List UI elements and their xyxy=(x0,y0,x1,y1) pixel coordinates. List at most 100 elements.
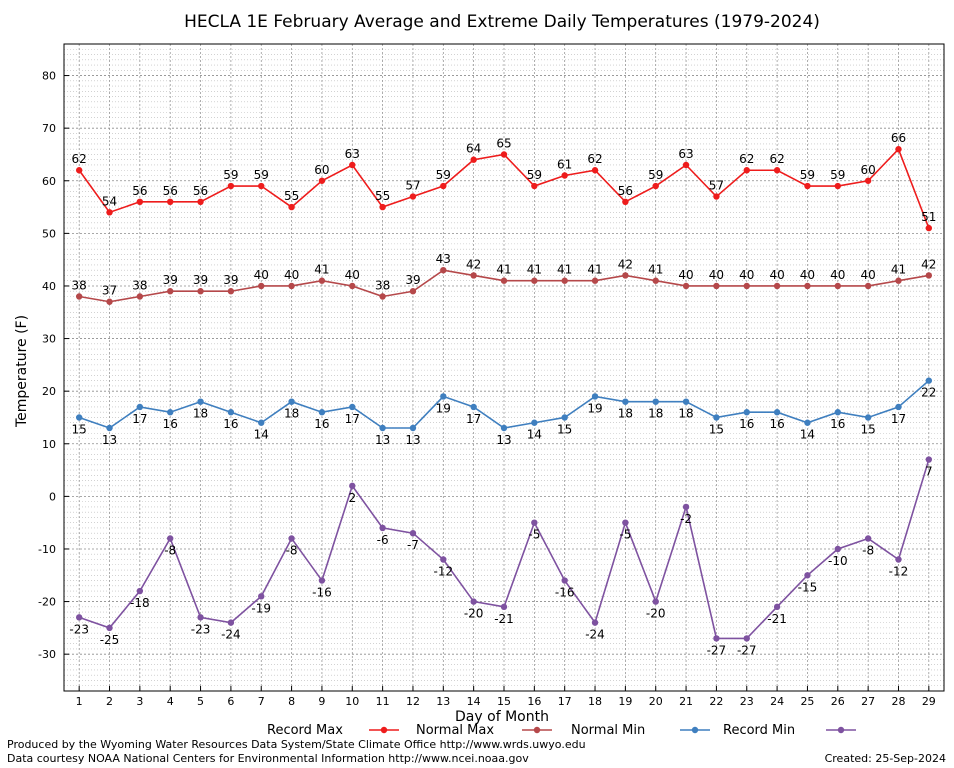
data-point xyxy=(75,614,83,621)
data-point xyxy=(318,409,326,416)
data-point xyxy=(713,282,720,290)
data-label: 41 xyxy=(557,263,572,277)
data-point xyxy=(652,398,659,405)
data-label: 51 xyxy=(921,210,936,224)
data-point xyxy=(773,603,781,611)
data-label: 19 xyxy=(587,401,602,415)
legend-label: Normal Min xyxy=(571,723,645,738)
data-point xyxy=(288,535,295,542)
x-tick-label: 26 xyxy=(831,695,845,708)
data-point xyxy=(258,593,265,600)
data-label: -2 xyxy=(680,512,692,526)
data-point xyxy=(834,282,841,290)
data-label: 19 xyxy=(436,401,451,415)
y-tick-label: 80 xyxy=(42,70,56,83)
data-point xyxy=(106,298,113,305)
data-point xyxy=(713,414,720,421)
data-point xyxy=(652,277,659,284)
data-label: 14 xyxy=(800,428,815,442)
data-point xyxy=(743,167,750,174)
data-label: 56 xyxy=(193,184,208,198)
y-tick-label: 30 xyxy=(42,333,56,346)
data-label: -25 xyxy=(100,633,120,647)
data-label: -20 xyxy=(646,607,666,621)
data-label: 56 xyxy=(132,184,147,198)
data-label: -15 xyxy=(798,580,818,594)
data-label: 42 xyxy=(618,257,633,271)
data-point xyxy=(227,619,235,626)
data-label: 41 xyxy=(891,263,906,277)
data-point xyxy=(409,529,417,537)
data-label: 18 xyxy=(678,407,693,421)
data-point xyxy=(75,414,83,421)
y-tick-label: 20 xyxy=(42,385,56,398)
data-point xyxy=(470,403,477,411)
data-point xyxy=(500,603,508,611)
data-point xyxy=(925,377,933,384)
data-label: 15 xyxy=(557,422,572,436)
x-tick-label: 6 xyxy=(227,695,234,708)
y-tick-label: 70 xyxy=(42,122,56,135)
data-label: 17 xyxy=(132,412,147,426)
data-point xyxy=(864,535,872,542)
y-axis: -30 -20 -10 0 10 20 30 40 50 60 70 80 xyxy=(38,70,69,661)
data-label: 13 xyxy=(496,433,511,447)
data-point xyxy=(227,288,235,295)
data-point xyxy=(591,619,599,626)
data-label: 22 xyxy=(921,386,936,400)
data-label: 38 xyxy=(375,278,390,292)
y-tick-label: -10 xyxy=(38,543,56,556)
data-point xyxy=(288,282,295,290)
data-label: 40 xyxy=(769,268,784,282)
x-tick-label: 29 xyxy=(922,695,936,708)
data-point xyxy=(743,282,750,290)
data-point xyxy=(561,172,568,179)
x-tick-label: 4 xyxy=(167,695,174,708)
data-point xyxy=(591,393,599,400)
data-point xyxy=(531,419,538,426)
data-label: -10 xyxy=(828,554,848,568)
legend-label: Record Max xyxy=(267,723,343,738)
data-label: 40 xyxy=(830,268,845,282)
data-point xyxy=(591,277,599,284)
data-point xyxy=(106,209,113,216)
data-label: -7 xyxy=(407,538,419,552)
data-point xyxy=(318,277,326,284)
data-label: 63 xyxy=(345,147,360,161)
data-point xyxy=(925,272,933,279)
x-tick-label: 5 xyxy=(197,695,204,708)
data-point xyxy=(197,288,204,295)
legend-label: Record Min xyxy=(723,723,795,738)
data-point xyxy=(713,193,720,200)
series-layer: 62 54 56 56 56 59 59 55 60 63 55 57 59 64 65 59 61 62 56 59… xyxy=(69,131,936,657)
data-label: -23 xyxy=(69,622,89,636)
footer-created-date: Created: 25-Sep-2024 xyxy=(824,752,946,765)
data-point xyxy=(318,577,326,584)
legend-marker xyxy=(380,726,388,734)
data-label: 55 xyxy=(375,189,390,203)
data-point xyxy=(470,156,477,163)
data-label: 18 xyxy=(193,407,208,421)
data-point xyxy=(864,282,872,290)
data-label: 14 xyxy=(254,428,269,442)
data-label: 39 xyxy=(193,273,208,287)
y-tick-label: 10 xyxy=(42,438,56,451)
data-point xyxy=(75,167,83,174)
data-label: 59 xyxy=(527,168,542,182)
data-label: 62 xyxy=(72,152,87,166)
data-label: -20 xyxy=(464,607,484,621)
data-label: 62 xyxy=(769,152,784,166)
data-point xyxy=(167,409,174,416)
data-label: -16 xyxy=(312,586,332,600)
data-point xyxy=(167,535,174,542)
data-label: 66 xyxy=(891,131,906,145)
data-label: -6 xyxy=(377,533,389,547)
data-label: 59 xyxy=(254,168,269,182)
data-label: 15 xyxy=(709,422,724,436)
data-label: 39 xyxy=(163,273,178,287)
data-point xyxy=(925,456,933,463)
data-label: 18 xyxy=(284,407,299,421)
data-point xyxy=(834,409,841,416)
x-tick-label: 1 xyxy=(76,695,83,708)
legend-marker xyxy=(533,726,541,734)
